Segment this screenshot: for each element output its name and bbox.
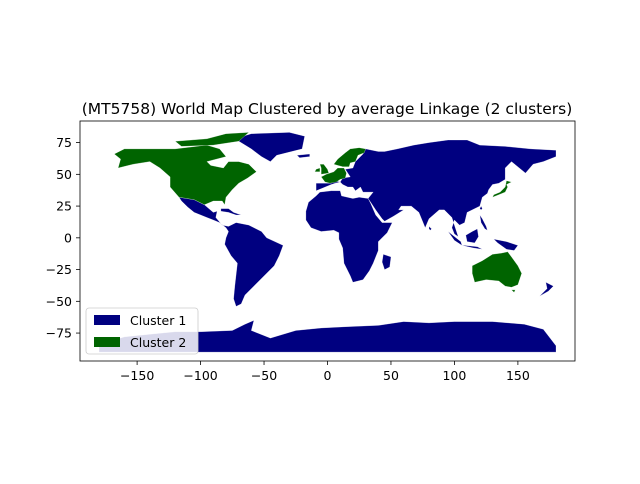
region-british-isles — [319, 164, 329, 175]
region-madagascar — [381, 254, 392, 270]
region-scandinavia — [333, 147, 366, 167]
region-north-america — [114, 144, 257, 206]
y-tick: 50 — [56, 167, 80, 182]
x-tick: −100 — [183, 361, 218, 383]
x-tick-label: −50 — [251, 368, 277, 383]
region-taiwan — [479, 205, 483, 211]
x-tick-label: 50 — [383, 368, 399, 383]
region-australia — [472, 251, 522, 288]
y-tick-label: 25 — [56, 199, 72, 214]
region-sri-lanka — [428, 226, 432, 231]
x-tick-label: 0 — [324, 368, 332, 383]
x-tick: −150 — [120, 361, 154, 383]
region-western-europe — [321, 167, 347, 184]
region-new-zealand — [539, 282, 554, 297]
x-tick-label: 100 — [442, 368, 466, 383]
y-tick: −50 — [46, 294, 80, 309]
y-tick: 25 — [56, 199, 80, 214]
region-indonesia-east — [461, 245, 483, 250]
region-iceland — [296, 153, 310, 158]
legend-label-cluster-2: Cluster 2 — [130, 335, 186, 350]
x-tick-label: −100 — [183, 368, 217, 383]
y-tick-label: 50 — [56, 167, 72, 182]
region-tasmania — [511, 289, 516, 293]
x-axis: −150 −100 −50 0 50 100 150 — [120, 361, 530, 383]
region-borneo — [465, 228, 479, 244]
region-latin-america — [178, 197, 284, 307]
y-tick: 0 — [64, 230, 80, 245]
region-africa — [305, 190, 393, 283]
legend: Cluster 1 Cluster 2 — [85, 307, 199, 355]
y-tick-label: −75 — [46, 326, 72, 341]
region-japan — [492, 180, 512, 198]
legend-swatch-cluster-1 — [94, 315, 120, 325]
y-axis: 75 50 25 0 −25 −50 −75 — [46, 135, 80, 341]
y-tick-label: −50 — [46, 294, 72, 309]
y-tick-label: −25 — [46, 262, 72, 277]
y-tick: 75 — [56, 135, 80, 150]
region-new-guinea — [493, 238, 519, 251]
land-masses — [98, 132, 557, 353]
region-ireland — [314, 167, 321, 172]
x-tick: 150 — [506, 361, 530, 383]
y-tick-label: 0 — [64, 230, 72, 245]
chart-title: (MT5758) World Map Clustered by average … — [82, 100, 573, 118]
y-tick: −75 — [46, 326, 80, 341]
region-philippines — [479, 214, 488, 231]
region-caribbean — [220, 208, 242, 216]
y-tick-label: 75 — [56, 135, 72, 150]
x-tick: −50 — [251, 361, 277, 383]
x-tick-label: −150 — [120, 368, 154, 383]
region-greenland — [234, 132, 305, 162]
y-tick: −25 — [46, 262, 80, 277]
x-tick: 0 — [324, 361, 332, 383]
x-tick: 100 — [442, 361, 466, 383]
x-tick-label: 150 — [506, 368, 530, 383]
legend-swatch-cluster-2 — [94, 337, 120, 347]
legend-label-cluster-1: Cluster 1 — [130, 313, 186, 328]
region-arctic-islands — [174, 132, 250, 147]
x-tick: 50 — [383, 361, 399, 383]
